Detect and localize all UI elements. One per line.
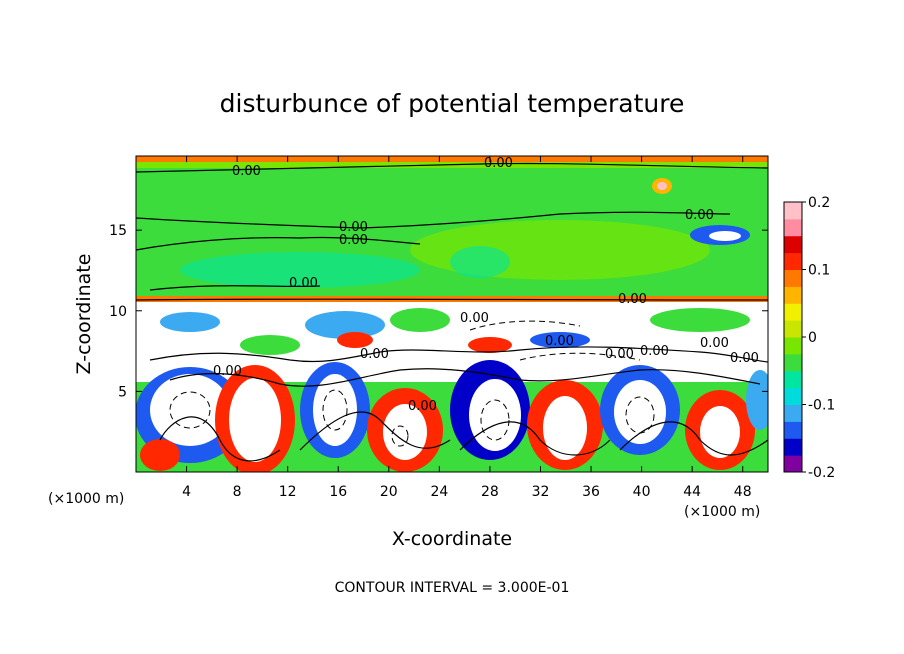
contour-label: 0.00 bbox=[408, 399, 437, 414]
y-tick-label: 5 bbox=[118, 384, 127, 400]
contour-labels: 0.00 0.00 0.00 0.00 0.00 0.00 0.00 0.00 … bbox=[213, 156, 759, 414]
x-tick-label: 20 bbox=[380, 484, 398, 500]
contour-interval-note: CONTOUR INTERVAL = 3.000E-01 bbox=[335, 580, 570, 596]
colorbar-swatch bbox=[784, 252, 802, 270]
lower-vortices bbox=[136, 360, 768, 472]
contour-lines bbox=[136, 162, 768, 462]
colorbar-tick-label: -0.1 bbox=[808, 398, 835, 414]
contour-label: 0.00 bbox=[339, 233, 368, 248]
colorbar-swatch bbox=[784, 235, 802, 254]
contour-label: 0.00 bbox=[605, 347, 634, 362]
cyan-patch-2 bbox=[450, 246, 510, 278]
x-tick-label: 4 bbox=[182, 484, 191, 500]
x-axis: 4 8 12 16 20 24 28 32 36 40 44 48 bbox=[182, 156, 752, 500]
colorbar-tick-label: 0.1 bbox=[808, 263, 830, 279]
x-unit-right: (×1000 m) bbox=[684, 504, 760, 520]
y-tick-label: 15 bbox=[109, 223, 127, 239]
colorbar-swatch bbox=[784, 421, 802, 439]
colorbar-swatch bbox=[784, 370, 802, 389]
white-patch bbox=[709, 231, 741, 241]
colorbar-swatch bbox=[784, 387, 802, 405]
x-tick-label: 40 bbox=[633, 484, 651, 500]
colorbar-swatch bbox=[784, 286, 802, 304]
colorbar-swatch bbox=[784, 218, 802, 237]
contour-label: 0.00 bbox=[640, 344, 669, 359]
colorbar-swatch bbox=[784, 455, 802, 473]
x-tick-label: 32 bbox=[532, 484, 550, 500]
colorbar: 0.2 0.1 0 -0.1 -0.2 bbox=[783, 195, 835, 481]
top-boundary-band bbox=[136, 156, 768, 162]
y-axis-label: Z-coordinate bbox=[73, 254, 95, 375]
mid-layer-patches bbox=[160, 308, 750, 355]
pink-patch bbox=[657, 182, 667, 190]
negative-contours bbox=[169, 320, 655, 447]
colorbar-tick-label: 0.2 bbox=[808, 195, 830, 211]
x-tick-label: 16 bbox=[329, 484, 347, 500]
colorbar-tick-label: -0.2 bbox=[808, 465, 835, 481]
contour-label: 0.00 bbox=[618, 292, 647, 307]
colorbar-swatch bbox=[784, 337, 802, 355]
x-tick-label: 28 bbox=[481, 484, 499, 500]
y-axis: 5 10 15 bbox=[109, 223, 768, 400]
contour-label: 0.00 bbox=[484, 156, 513, 171]
x-tick-label: 36 bbox=[582, 484, 600, 500]
contour-label: 0.00 bbox=[213, 364, 242, 379]
colorbar-swatch bbox=[784, 404, 802, 422]
contour-label: 0.00 bbox=[685, 208, 714, 223]
y-tick-label: 10 bbox=[109, 304, 127, 320]
x-tick-label: 12 bbox=[279, 484, 297, 500]
contour-label: 0.00 bbox=[339, 220, 368, 235]
x-tick-label: 48 bbox=[734, 484, 752, 500]
colorbar-swatch bbox=[784, 269, 802, 287]
contour-label: 0.00 bbox=[360, 347, 389, 362]
colorbar-swatch bbox=[784, 303, 802, 321]
x-tick-label: 24 bbox=[430, 484, 448, 500]
contour-label: 0.00 bbox=[700, 336, 729, 351]
contour-label: 0.00 bbox=[232, 164, 261, 179]
x-tick-label: 8 bbox=[233, 484, 242, 500]
contour-label: 0.00 bbox=[730, 351, 759, 366]
plot-frame bbox=[135, 155, 769, 473]
colorbar-swatch bbox=[784, 320, 802, 338]
cyan-patch bbox=[180, 252, 420, 288]
colorbar-swatch bbox=[784, 202, 802, 220]
contour-label: 0.00 bbox=[545, 334, 574, 349]
colorbar-swatch bbox=[784, 353, 802, 372]
colorbar-tick-label: 0 bbox=[808, 330, 817, 346]
x-unit-left: (×1000 m) bbox=[48, 491, 124, 507]
x-tick-label: 44 bbox=[683, 484, 701, 500]
light-green-patch bbox=[410, 220, 710, 280]
contour-label: 0.00 bbox=[460, 311, 489, 326]
contour-label: 0.00 bbox=[289, 276, 318, 291]
plot-area: 0.00 0.00 0.00 0.00 0.00 0.00 0.00 0.00 … bbox=[136, 156, 768, 472]
colorbar-swatch bbox=[784, 438, 802, 456]
x-axis-label: X-coordinate bbox=[392, 528, 512, 550]
chart-title: disturbunce of potential temperature bbox=[220, 89, 685, 118]
